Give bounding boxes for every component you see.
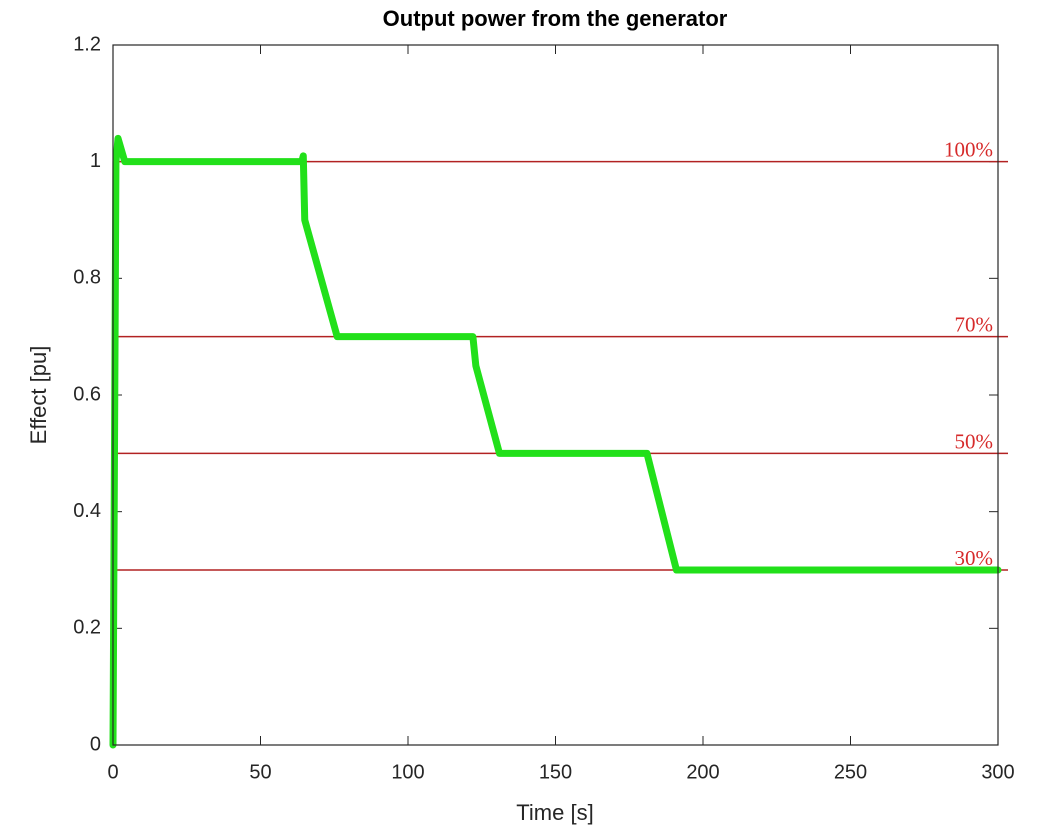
x-tick-label: 100: [391, 761, 424, 783]
x-tick-label: 50: [249, 761, 271, 783]
x-tick-label: 200: [686, 761, 719, 783]
reference-label: 50%: [955, 429, 994, 453]
y-tick-label: 0: [90, 733, 101, 755]
reference-label: 70%: [955, 313, 994, 337]
reference-label: 30%: [955, 546, 994, 570]
reference-label: 100%: [944, 138, 993, 162]
y-tick-label: 0.6: [73, 383, 101, 405]
chart-title: Output power from the generator: [383, 6, 728, 31]
plot-frame: [112, 44, 999, 746]
y-tick-label: 0.8: [73, 267, 101, 289]
x-tick-label: 150: [539, 761, 572, 783]
data-line: [109, 134, 1002, 749]
x-tick-label: 250: [834, 761, 867, 783]
x-tick-label: 300: [981, 761, 1014, 783]
x-axis-label: Time [s]: [516, 800, 593, 825]
y-tick-label: 0.2: [73, 617, 101, 639]
y-axis-label: Effect [pu]: [26, 346, 51, 445]
y-tick-label: 1.2: [73, 33, 101, 55]
y-tick-label: 1: [90, 150, 101, 172]
x-tick-label: 0: [107, 761, 118, 783]
y-tick-label: 0.4: [73, 500, 101, 522]
